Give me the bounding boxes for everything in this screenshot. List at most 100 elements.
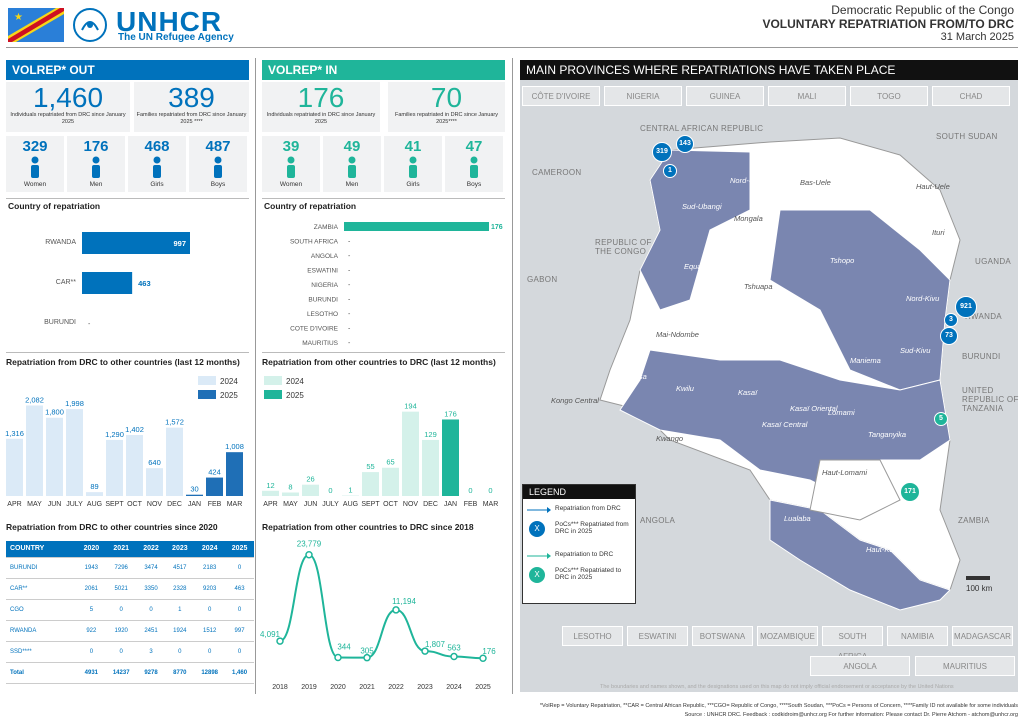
out-demo-value: 468 xyxy=(144,138,170,155)
repatriation-bubble: 73 xyxy=(940,327,958,345)
table-cell: 0 xyxy=(136,599,166,621)
month-value: 12 xyxy=(266,481,274,490)
in-families: 70 xyxy=(430,82,463,113)
month-value: 2,082 xyxy=(25,395,44,404)
in-families-box: 70 Families repatriated in DRC since Jan… xyxy=(388,82,505,132)
month-bar xyxy=(282,492,299,496)
month-label: NOV xyxy=(147,501,163,508)
country-value: - xyxy=(348,268,351,275)
legend-swatch-2025 xyxy=(198,390,216,399)
country-value: - xyxy=(348,253,351,260)
series-point xyxy=(276,637,284,645)
report-date: 31 March 2025 xyxy=(940,31,1014,43)
person-icon xyxy=(92,156,100,178)
country-label: RWANDA xyxy=(965,312,1002,321)
month-value: 1,402 xyxy=(125,425,144,434)
table-cell: 3350 xyxy=(136,578,166,600)
month-label: DEC xyxy=(423,501,438,508)
province-label: Kasaï Oriental xyxy=(790,404,838,413)
table-cell: 4517 xyxy=(165,557,195,579)
month-label: APR xyxy=(263,501,277,508)
legend-title: LEGEND xyxy=(523,485,635,499)
out-families: 389 xyxy=(168,82,215,113)
country-tile: GUINEA xyxy=(686,86,764,106)
country-label: MAURITIUS xyxy=(302,340,338,347)
country-tile: NAMIBIA xyxy=(887,626,948,646)
person-icon xyxy=(214,156,222,178)
in-demo-value: 41 xyxy=(404,138,422,155)
country-tile: NIGERIA xyxy=(604,86,682,106)
month-value: 1 xyxy=(348,486,352,495)
in-title: VOLREP* IN xyxy=(262,60,505,80)
province-label: Lualaba xyxy=(784,514,811,523)
table-cell: 5 xyxy=(76,599,106,621)
month-label: JAN xyxy=(444,501,457,508)
country-label: SOUTH SUDAN xyxy=(936,132,998,141)
month-bar xyxy=(262,490,279,496)
country-tile: CÔTE D'IVOIRE xyxy=(522,86,600,106)
country-tile: BOTSWANA xyxy=(692,626,753,646)
out-individuals-label: Individuals repatriated from DRC since J… xyxy=(10,112,126,125)
month-bar xyxy=(106,439,123,496)
country-value: - xyxy=(348,311,351,318)
repatriation-bubble: 171 xyxy=(900,482,920,502)
out-monthly-title: Repatriation from DRC to other countries… xyxy=(6,357,240,367)
month-label: DEC xyxy=(167,501,182,508)
scale-bar xyxy=(966,576,990,580)
in-country-chart: ZAMBIA 176 SOUTH AFRICA - ANGOLA - ESWATINI - NI… xyxy=(290,222,503,347)
month-value: 55 xyxy=(366,462,374,471)
person-icon xyxy=(348,156,356,178)
province-label: Mai-Ndombe xyxy=(656,330,699,339)
out-country-title: Country of repatriation xyxy=(8,201,101,211)
year-label: 2022 xyxy=(388,684,404,691)
in-monthly-title: Repatriation from other countries to DRC… xyxy=(262,357,496,367)
province-label: Sud-Ubangi xyxy=(682,202,722,211)
month-label: FEB xyxy=(208,501,222,508)
legend-to: Repatriation to DRC xyxy=(555,551,614,558)
out-demo-label: Men xyxy=(89,181,103,188)
legend-label-2025: 2025 xyxy=(286,391,304,400)
month-bar xyxy=(422,439,439,496)
in-demo-value: 39 xyxy=(282,138,300,155)
out-individuals-box: 1,460 Individuals repatriated from DRC s… xyxy=(6,82,130,132)
month-value: 194 xyxy=(404,402,417,411)
month-value: 8 xyxy=(288,483,292,492)
footer-notes: *VolRep = Voluntary Repatriation, **CAR … xyxy=(539,703,1018,709)
month-label: NOV xyxy=(403,501,419,508)
in-since-chart: 4,091 2018 23,779 2019 344 2020 305 2021 11,194 2… xyxy=(260,540,496,691)
table-cell: 997 xyxy=(225,620,254,642)
table-cell: RWANDA xyxy=(6,620,77,642)
table-cell: 922 xyxy=(76,620,106,642)
table-cell: 1,460 xyxy=(225,662,254,684)
country-name: Democratic Republic of the Congo xyxy=(831,3,1014,17)
month-label: MAR xyxy=(483,501,499,508)
country-label: BURUNDI xyxy=(308,297,338,304)
month-value: 1,316 xyxy=(5,429,24,438)
country-value: - xyxy=(348,282,351,289)
table-cell: 0 xyxy=(225,599,254,621)
legend-label-2024: 2024 xyxy=(220,377,238,386)
person-icon xyxy=(153,156,161,178)
in-demo-men: 49 Men xyxy=(323,136,381,192)
year-label: 2025 xyxy=(475,684,491,691)
drc-flag: ★ xyxy=(8,8,64,42)
month-value: 129 xyxy=(424,430,437,439)
point-label: 176 xyxy=(482,647,496,656)
table-row: CAR** 2061 5021 3350 2328 9203 463 xyxy=(6,578,254,600)
table-header: COUNTRY xyxy=(6,541,77,558)
country-value: - xyxy=(348,340,351,347)
legend-from-x: PoCs*** Repatriated from DRC in 2025 xyxy=(555,521,629,535)
in-demo-label: Girls xyxy=(406,181,420,188)
table-cell: 1 xyxy=(165,599,195,621)
province-label: Sankuru xyxy=(791,352,819,361)
country-tile: LESOTHO xyxy=(562,626,623,646)
country-value: - xyxy=(348,239,351,246)
table-cell: CAR** xyxy=(6,578,77,600)
month-bar xyxy=(126,435,143,496)
table-cell: 4931 xyxy=(76,662,106,684)
month-label: MAY xyxy=(283,501,298,508)
country-label: GABON xyxy=(527,275,558,284)
point-label: 23,779 xyxy=(297,540,322,549)
legend-swatch-2024 xyxy=(198,376,216,385)
month-label: AUG xyxy=(343,501,358,508)
